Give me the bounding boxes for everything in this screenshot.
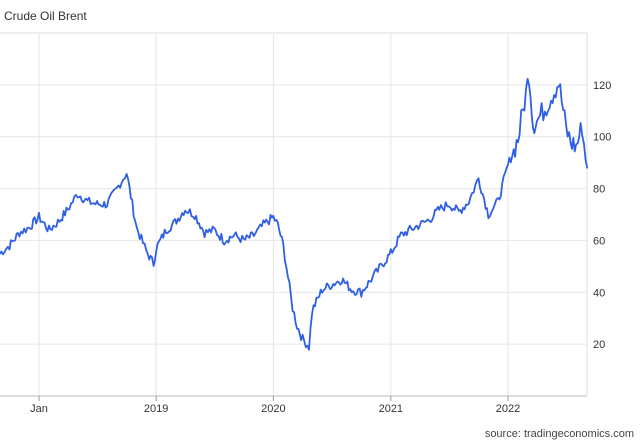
chart-title: Crude Oil Brent	[4, 9, 87, 23]
x-tick-label: 2020	[261, 403, 285, 415]
x-tick-label: Jan	[30, 403, 48, 415]
y-tick-label: 20	[593, 339, 605, 351]
y-tick-label: 60	[593, 235, 605, 247]
x-tick-label: 2019	[144, 403, 168, 415]
x-tick-label: 2022	[496, 403, 520, 415]
y-axis-ticks: 20 40 60 80 100 120	[593, 80, 611, 351]
plot-border	[0, 32, 588, 396]
y-tick-label: 80	[593, 184, 605, 196]
source-credit: source: tradingeconomics.com	[484, 428, 634, 440]
y-tick-label: 40	[593, 287, 605, 299]
x-tick-label: 2021	[379, 403, 403, 415]
x-axis-ticks: Jan 2019 2020 2021 2022	[30, 396, 520, 415]
series-line-brent	[0, 78, 588, 351]
grid-lines	[0, 32, 588, 397]
y-tick-label: 100	[593, 132, 611, 144]
y-tick-label: 120	[593, 80, 611, 92]
